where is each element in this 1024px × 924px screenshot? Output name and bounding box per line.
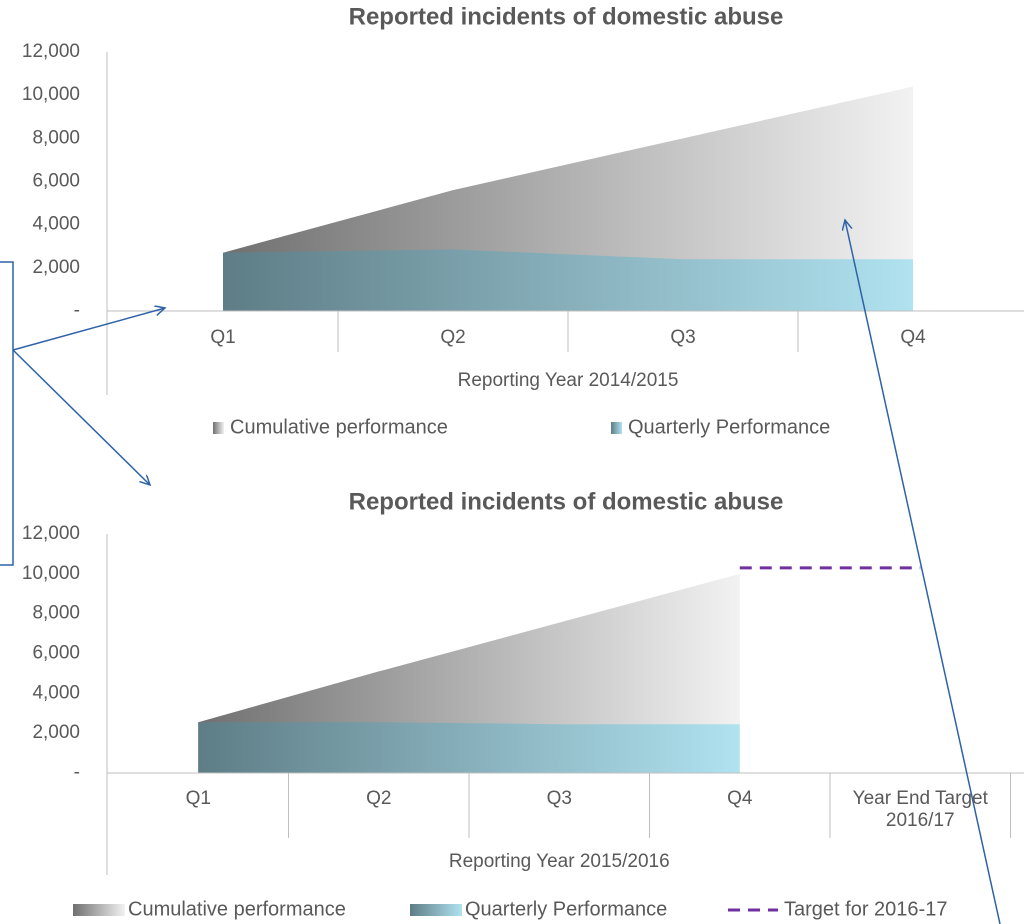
legend-swatch	[410, 904, 462, 916]
arrow	[845, 220, 1001, 924]
x-tick-label: Q3	[670, 327, 696, 348]
arrow	[12, 349, 150, 485]
legend-label: Cumulative performance	[230, 416, 448, 438]
chart-title: Reported incidents of domestic abuse	[349, 3, 784, 30]
y-tick-label: 8,000	[32, 603, 80, 624]
y-tick-label: 4,000	[32, 214, 80, 235]
x-tick-label: Q2	[366, 788, 392, 809]
y-tick-label: 6,000	[32, 643, 80, 664]
y-tick-label: 2,000	[32, 257, 80, 278]
y-tick-label: 12,000	[22, 523, 80, 544]
area	[198, 722, 740, 773]
x-axis-label: Reporting Year 2014/2015	[458, 370, 679, 391]
bracket	[0, 261, 14, 566]
x-axis-label: Reporting Year 2015/2016	[449, 851, 670, 872]
x-tick-label: Q2	[440, 327, 466, 348]
chart-title: Reported incidents of domestic abuse	[349, 488, 784, 515]
legend-swatch	[611, 422, 622, 434]
x-tick-label: Q3	[546, 788, 572, 809]
x-tick-label: Q4	[900, 327, 926, 348]
x-tick-label: Q1	[210, 327, 236, 348]
x-tick-label: Year End Target 2016/17	[852, 788, 988, 831]
y-tick-label: 10,000	[22, 563, 80, 584]
legend-label: Quarterly Performance	[628, 416, 830, 438]
y-tick-label: 10,000	[22, 84, 80, 105]
y-tick-label: 12,000	[22, 41, 80, 62]
y-tick-label: -	[74, 300, 80, 321]
y-tick-label: 4,000	[32, 682, 80, 703]
y-tick-label: 2,000	[32, 722, 80, 743]
area	[223, 249, 913, 311]
y-tick-label: -	[74, 762, 80, 783]
legend-swatch	[213, 422, 224, 434]
legend-label: Cumulative performance	[128, 898, 346, 920]
annotations	[0, 220, 1001, 924]
y-tick-label: 6,000	[32, 171, 80, 192]
x-tick-label: Q4	[727, 788, 753, 809]
legend-label: Target for 2016-17	[784, 898, 947, 920]
x-tick-label: Q1	[185, 788, 211, 809]
arrow	[12, 308, 165, 351]
y-tick-label: 8,000	[32, 127, 80, 148]
legend-label: Quarterly Performance	[465, 898, 667, 920]
legend-swatch	[73, 904, 125, 916]
